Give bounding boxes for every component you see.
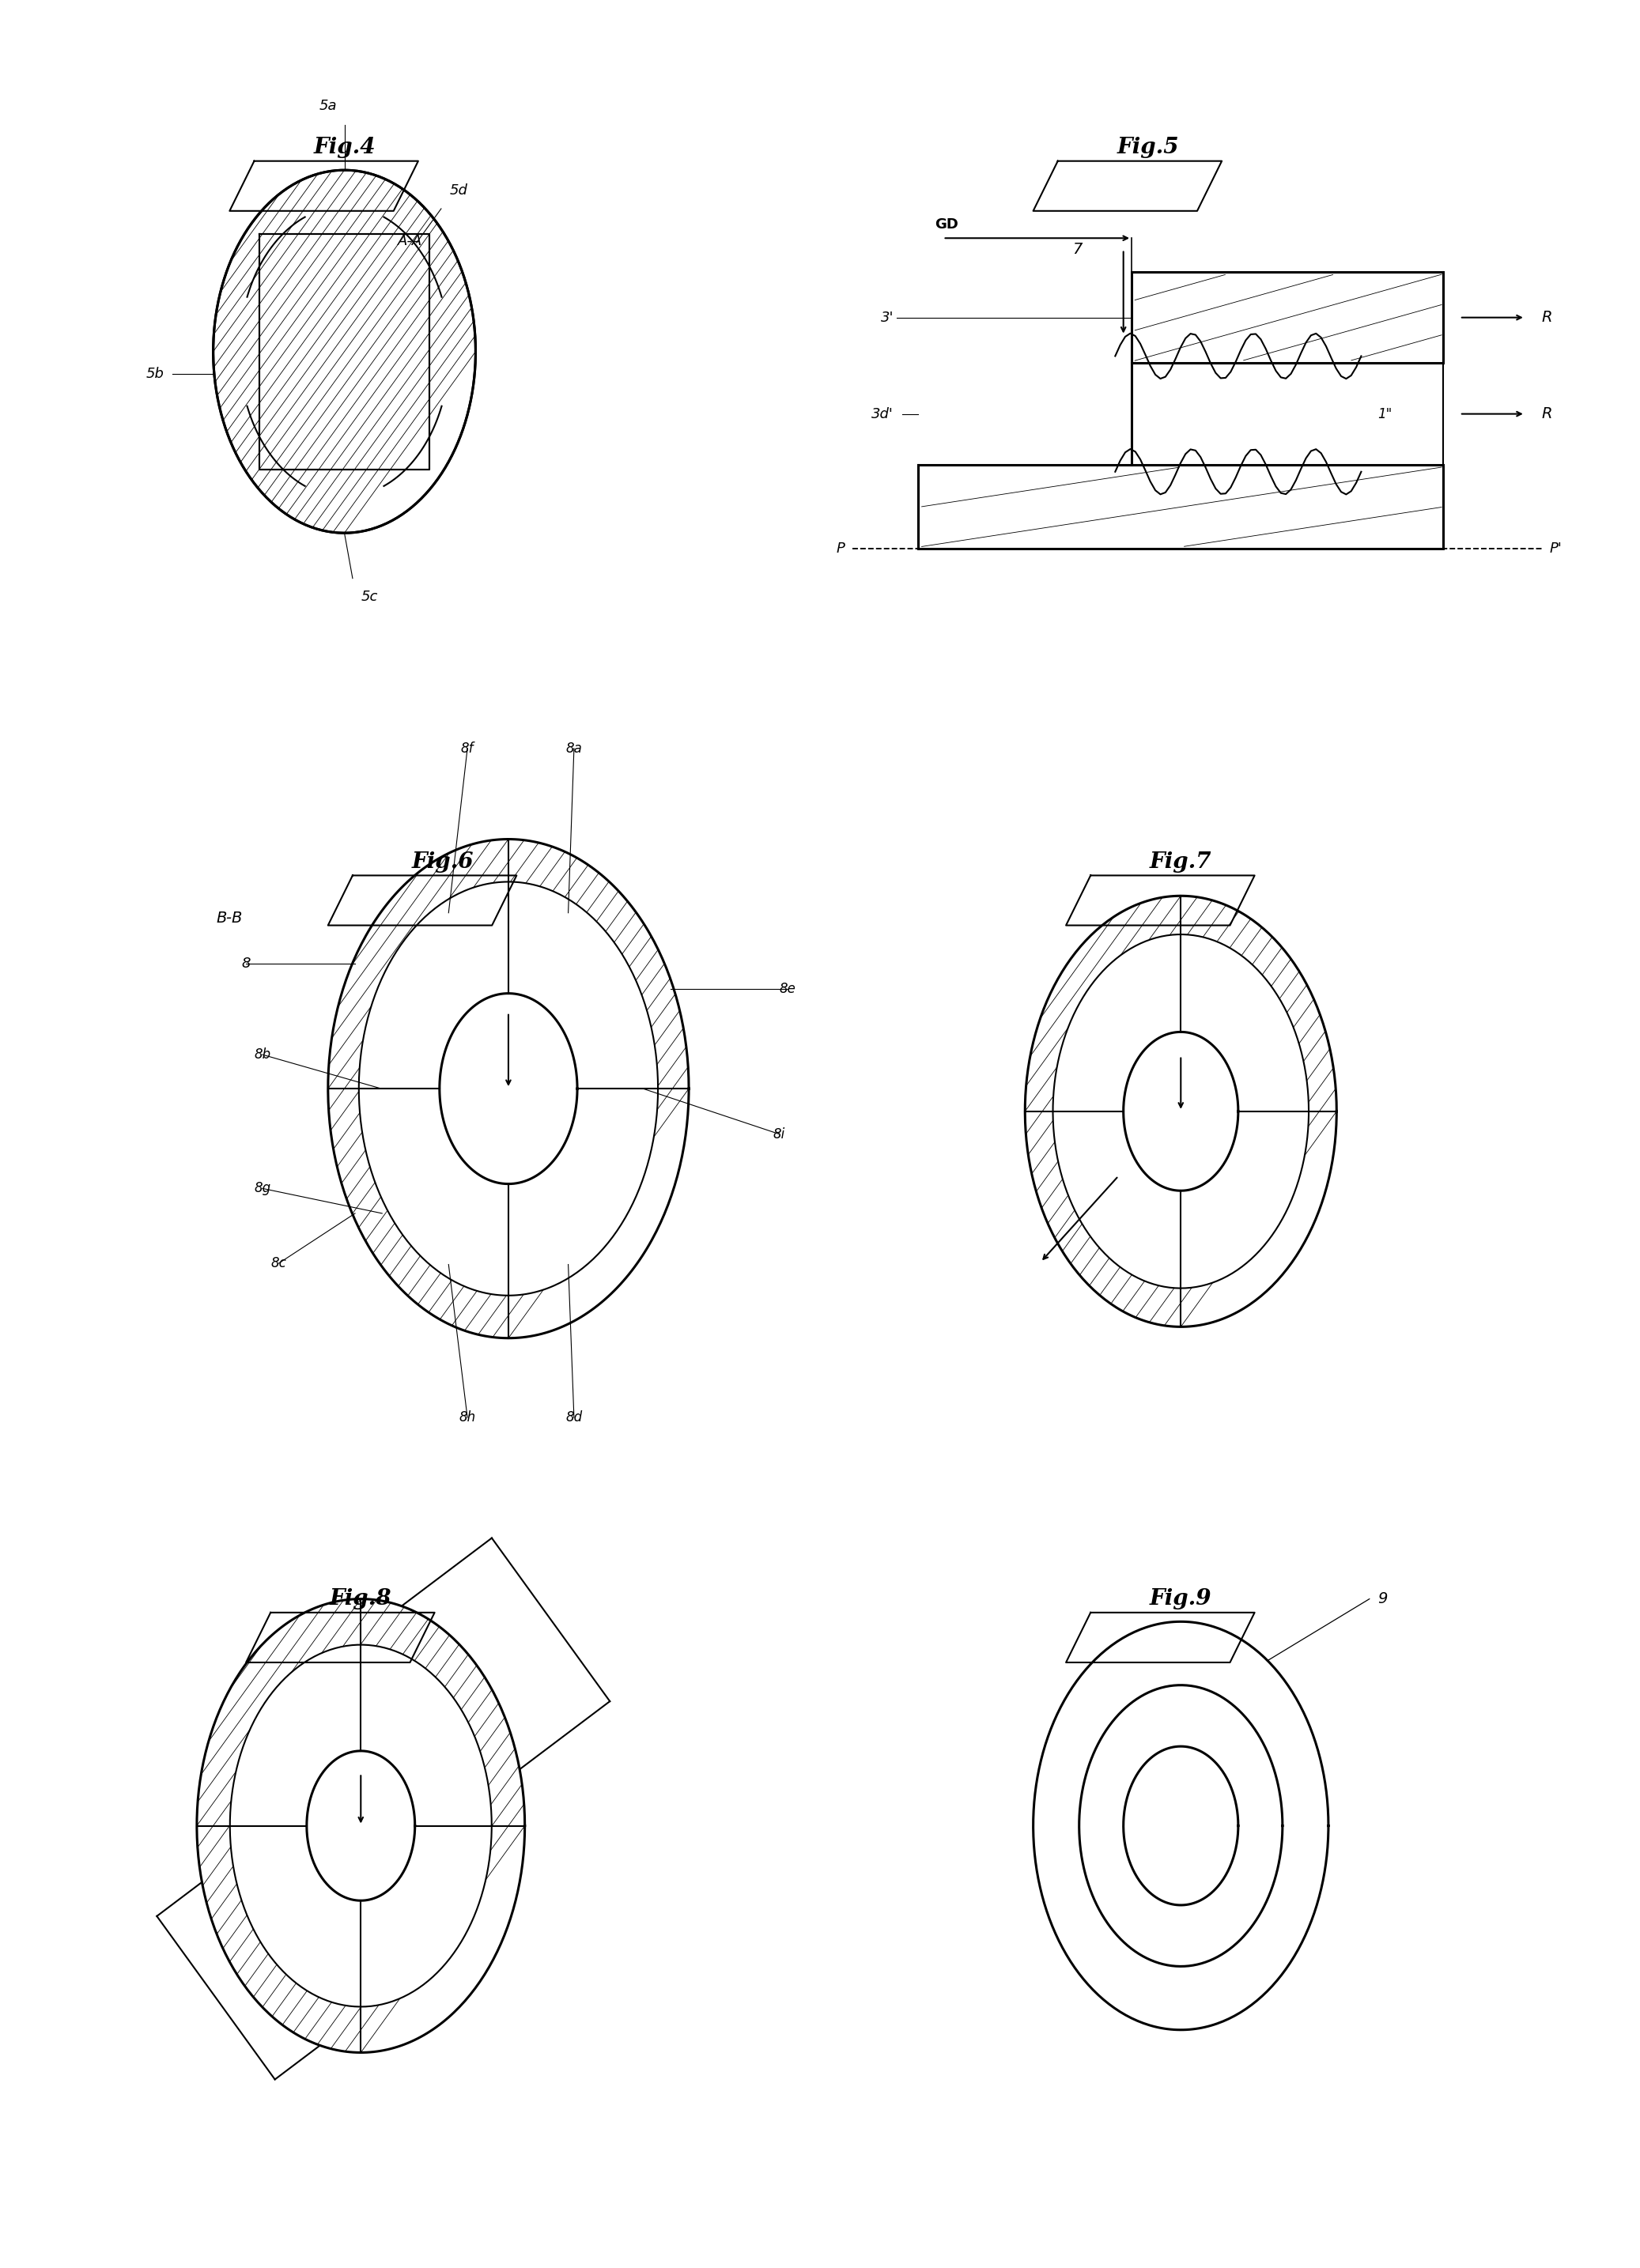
Text: GD: GD: [935, 218, 958, 231]
Text: Fig.7: Fig.7: [1150, 850, 1212, 873]
Text: 3d': 3d': [872, 406, 894, 422]
Text: 5a: 5a: [320, 100, 336, 113]
Text: 5d: 5d: [449, 184, 467, 197]
Text: 8a: 8a: [566, 742, 582, 755]
Text: 8g: 8g: [254, 1182, 271, 1195]
Text: 8: 8: [241, 957, 251, 971]
Text: R: R: [1542, 311, 1553, 324]
Text: A-A: A-A: [397, 234, 423, 247]
Text: 7: 7: [1073, 243, 1082, 256]
Bar: [1132, 272, 1443, 363]
Text: Fig.4: Fig.4: [313, 136, 376, 159]
Text: B-B: B-B: [216, 912, 243, 925]
Text: Fig.6: Fig.6: [412, 850, 474, 873]
Text: 1": 1": [1378, 406, 1392, 422]
Text: 8b: 8b: [254, 1048, 271, 1061]
Text: P: P: [836, 542, 845, 556]
Text: 8e: 8e: [779, 982, 795, 996]
Text: 5c: 5c: [361, 590, 377, 603]
Text: 8i: 8i: [772, 1127, 786, 1141]
Text: 8h: 8h: [459, 1411, 476, 1424]
Text: Fig.9: Fig.9: [1150, 1588, 1212, 1610]
Text: Fig.8: Fig.8: [330, 1588, 392, 1610]
Text: 9: 9: [1378, 1592, 1387, 1606]
Bar: [918, 465, 1443, 549]
Text: 8d: 8d: [566, 1411, 582, 1424]
Text: R: R: [1542, 406, 1553, 422]
Text: 3': 3': [881, 311, 894, 324]
Text: 8f: 8f: [461, 742, 474, 755]
Text: P': P': [1550, 542, 1563, 556]
Text: Fig.5: Fig.5: [1117, 136, 1179, 159]
Text: 5b: 5b: [146, 367, 164, 381]
Text: 8c: 8c: [271, 1256, 287, 1270]
